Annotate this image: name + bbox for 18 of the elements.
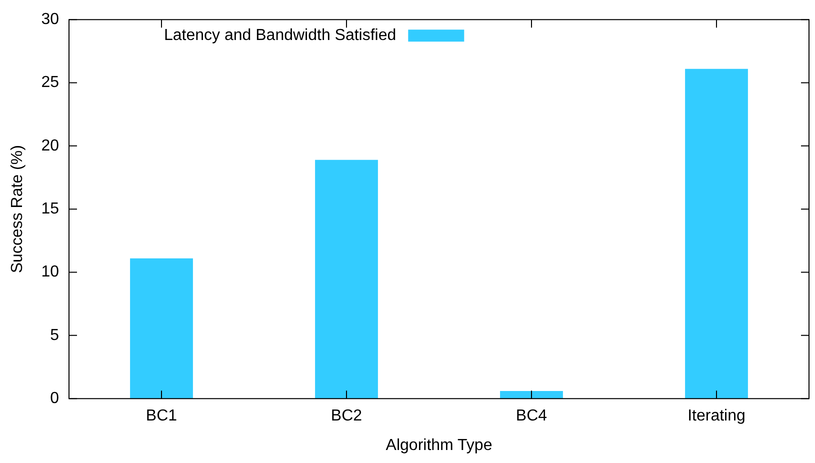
legend-label: Latency and Bandwidth Satisfied	[164, 27, 396, 44]
bar	[500, 391, 563, 399]
x-tick-label: BC2	[330, 408, 362, 425]
x-tick-label: BC1	[146, 408, 178, 425]
y-axis-title: Success Rate (%)	[9, 145, 26, 274]
y-tick-label: 0	[50, 390, 60, 408]
bar	[130, 258, 193, 399]
x-axis-title: Algorithm Type	[386, 436, 492, 454]
x-tick-label: Iterating	[688, 408, 746, 425]
y-tick-label: 10	[41, 264, 60, 281]
bar	[685, 68, 748, 399]
y-tick-label: 25	[41, 74, 60, 92]
y-tick-label: 30	[41, 11, 60, 28]
y-tick-label: 15	[41, 200, 60, 218]
y-tick-label: 20	[41, 137, 60, 154]
x-tick-label: BC4	[516, 408, 548, 425]
bar	[315, 160, 378, 399]
y-tick-label: 5	[50, 326, 60, 344]
